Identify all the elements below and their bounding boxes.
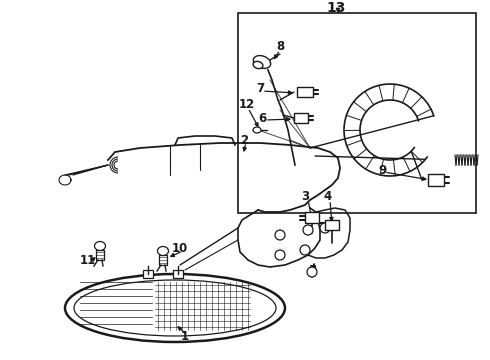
Bar — [96, 250, 104, 260]
Circle shape — [320, 223, 330, 233]
Bar — [428, 174, 444, 186]
Ellipse shape — [253, 62, 263, 69]
Text: 13: 13 — [326, 1, 345, 15]
Ellipse shape — [253, 127, 261, 133]
Text: 10: 10 — [172, 242, 188, 255]
Bar — [297, 87, 313, 97]
Text: 2: 2 — [240, 134, 248, 147]
Text: 11: 11 — [80, 253, 96, 266]
Bar — [325, 220, 339, 230]
Ellipse shape — [95, 242, 105, 251]
Text: 9: 9 — [378, 163, 386, 176]
Circle shape — [300, 245, 310, 255]
Ellipse shape — [253, 55, 270, 68]
Text: 3: 3 — [301, 190, 309, 203]
Bar — [143, 270, 153, 278]
Text: 4: 4 — [324, 190, 332, 203]
Ellipse shape — [65, 274, 285, 342]
Ellipse shape — [74, 280, 276, 336]
Bar — [238, 13, 476, 213]
Circle shape — [275, 250, 285, 260]
Circle shape — [307, 267, 317, 277]
Ellipse shape — [157, 247, 169, 256]
Bar — [173, 270, 183, 278]
Text: 8: 8 — [276, 40, 284, 54]
Bar — [305, 212, 319, 223]
Bar — [159, 255, 167, 265]
Text: 7: 7 — [256, 82, 264, 95]
Text: 6: 6 — [258, 112, 266, 125]
Text: 1: 1 — [181, 330, 189, 343]
Text: 5: 5 — [308, 264, 316, 276]
Text: 12: 12 — [239, 99, 255, 112]
Circle shape — [303, 225, 313, 235]
Bar — [294, 113, 308, 123]
Circle shape — [275, 230, 285, 240]
